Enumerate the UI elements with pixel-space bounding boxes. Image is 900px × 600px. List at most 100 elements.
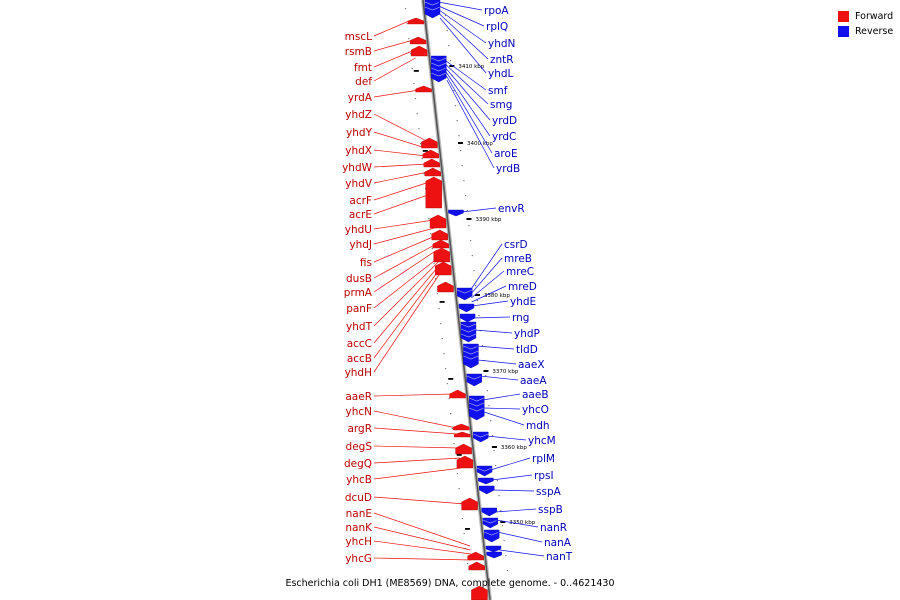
chevron-stripe: [469, 402, 485, 407]
reverse-gene-label: rplM: [532, 453, 555, 465]
forward-leader-line: [373, 265, 439, 344]
reverse-gene-label: yhdP: [514, 328, 540, 340]
reverse-gene-label: yrdD: [492, 115, 517, 127]
guide-dot: [458, 488, 460, 490]
reverse-gene-label: nanR: [540, 522, 567, 534]
forward-gene-block: [425, 176, 442, 209]
guide-dot: [408, 38, 410, 40]
forward-gene-label: acrF: [349, 195, 372, 207]
reverse-leader-line: [478, 359, 517, 365]
forward-gene-label: argR: [347, 423, 372, 435]
chevron-stripe: [463, 350, 479, 355]
forward-gene-label: acrE: [349, 209, 372, 221]
reverse-leader-line: [439, 17, 487, 74]
forward-gene-label: panF: [346, 303, 372, 315]
reverse-gene-block: [486, 551, 502, 559]
guide-dot: [471, 255, 473, 257]
forward-leader-line: [373, 467, 462, 480]
forward-gene-block: [471, 585, 488, 600]
forward-leader-line: [373, 273, 440, 373]
minor-mark: [439, 301, 445, 303]
guide-dot: [486, 390, 488, 392]
reverse-gene-label: rplQ: [486, 21, 508, 33]
forward-leader-line: [373, 457, 461, 464]
reverse-leader-line: [438, 1, 483, 11]
guide-dot: [453, 90, 455, 92]
chevron-stripe: [466, 375, 482, 380]
tick-label: 3360 kbp: [501, 445, 527, 451]
minor-mark: [464, 528, 470, 530]
forward-leader-line: [373, 269, 440, 359]
guide-dot: [501, 525, 503, 527]
reverse-leader-line: [445, 67, 491, 121]
forward-gene-label: dcuD: [345, 492, 372, 504]
reverse-gene-label: envR: [498, 203, 525, 215]
tick-label: 3370 kbp: [492, 369, 518, 375]
guide-dot: [430, 233, 432, 235]
reverse-gene-label: yhdL: [488, 68, 514, 80]
reverse-gene-block: [463, 343, 479, 369]
reverse-gene-label: aaeX: [518, 359, 545, 371]
guide-dot: [488, 405, 490, 407]
guide-dot: [444, 15, 447, 17]
reverse-leader-line: [499, 549, 545, 557]
forward-gene-block: [410, 45, 428, 57]
reverse-leader-line: [490, 457, 531, 471]
guide-dot: [420, 143, 422, 145]
guide-dot: [433, 263, 435, 265]
forward-gene-label: yhcB: [346, 474, 372, 486]
reverse-gene-label: yhcO: [522, 404, 549, 416]
reverse-gene-label: mdh: [526, 420, 550, 432]
reverse-gene-block: [478, 477, 494, 485]
forward-gene-block: [467, 551, 484, 561]
reverse-gene-block: [448, 209, 464, 217]
tick-mark: [483, 370, 489, 372]
forward-gene-label: degS: [346, 441, 373, 453]
genome-backbone: [421, 0, 492, 600]
forward-gene-label: nanK: [345, 522, 373, 534]
reverse-gene-label: yhcM: [528, 435, 556, 447]
guide-dot: [423, 173, 425, 175]
forward-gene-block: [456, 455, 474, 469]
chevron-stripe: [482, 519, 498, 524]
reverse-leader-line: [471, 285, 507, 303]
guide-dot: [463, 180, 465, 182]
reverse-leader-line: [482, 393, 521, 401]
reverse-gene-label: smg: [490, 99, 512, 111]
forward-gene-label: yhdJ: [349, 239, 372, 251]
forward-leader-line: [373, 540, 471, 555]
guide-dot: [481, 345, 483, 347]
reverse-leader-line: [479, 375, 519, 381]
chevron-stripe: [460, 323, 477, 328]
forward-gene-label: yhdW: [342, 162, 373, 174]
forward-leader-line: [373, 19, 412, 37]
reverse-leader-line: [496, 519, 539, 528]
guide-dot: [490, 420, 492, 422]
reverse-gene-block: [466, 373, 482, 387]
guide-dot: [493, 450, 495, 452]
forward-gene-label: prmA: [344, 287, 373, 299]
chevron-stripe: [431, 67, 447, 72]
guide-dot: [404, 8, 407, 10]
forward-gene-label: accB: [347, 353, 372, 365]
chevron-stripe: [473, 433, 489, 438]
forward-gene-label: accC: [347, 338, 372, 350]
guide-dot: [428, 218, 430, 220]
reverse-gene-block: [469, 395, 485, 421]
reverse-gene-block: [458, 303, 475, 313]
chevron-stripe: [424, 6, 441, 11]
reverse-gene-label: rpsI: [534, 470, 554, 482]
reverse-gene-label: rpoA: [484, 5, 509, 17]
reverse-gene-label: yhdE: [510, 296, 536, 308]
chevron-stripe: [431, 72, 447, 77]
reverse-gene-block: [483, 529, 500, 543]
guide-dot: [461, 518, 463, 520]
reverse-gene-label: mreB: [504, 253, 532, 265]
forward-gene-block: [449, 389, 466, 399]
reverse-leader-line: [473, 316, 511, 319]
reverse-leader-line: [439, 13, 489, 60]
forward-leader-line: [373, 219, 434, 230]
reverse-swatch: [838, 26, 849, 37]
guide-dot: [448, 398, 450, 400]
guide-dot: [451, 428, 453, 430]
